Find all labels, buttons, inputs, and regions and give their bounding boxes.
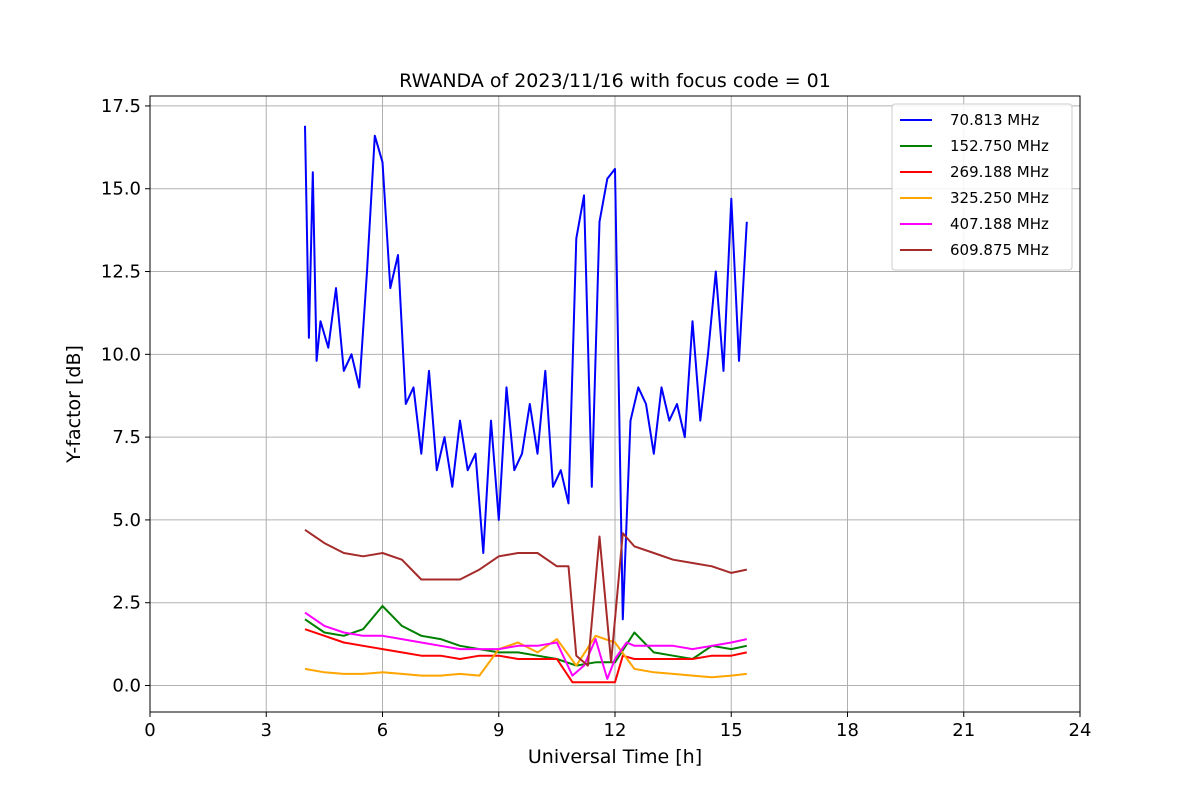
x-tick-label: 3 — [261, 720, 272, 741]
legend: 70.813 MHz 152.750 MHz 269.188 MHz 325.250 … — [891, 103, 1073, 271]
x-tick-label: 24 — [1069, 720, 1092, 741]
y-tick-label: 5.0 — [112, 510, 141, 531]
legend-entry: 152.750 MHz — [950, 137, 1049, 155]
legend-entry: 269.188 MHz — [950, 163, 1049, 181]
legend-entry: 609.875 MHz — [950, 241, 1049, 259]
series-line — [304, 125, 748, 621]
legend-entry: 325.250 MHz — [950, 189, 1049, 207]
x-tick-label: 12 — [604, 720, 627, 741]
x-tick-label: 0 — [144, 720, 155, 741]
x-tick-label: 18 — [836, 720, 859, 741]
legend-entry: 407.188 MHz — [950, 215, 1049, 233]
chart-title: RWANDA of 2023/11/16 with focus code = 0… — [399, 70, 831, 92]
y-axis-title: Y-factor [dB] — [63, 345, 85, 464]
y-tick-label: 10.0 — [101, 344, 141, 365]
y-tick-label: 12.5 — [101, 262, 141, 283]
series-layer — [304, 125, 748, 684]
y-tick-label: 15.0 — [101, 179, 141, 200]
y-tick-label: 7.5 — [112, 427, 141, 448]
x-axis-title: Universal Time [h] — [528, 746, 702, 768]
series-line — [304, 528, 748, 667]
x-tick-label: 6 — [377, 720, 388, 741]
x-tick-label: 9 — [493, 720, 504, 741]
series-line — [304, 605, 748, 667]
series-line — [304, 628, 748, 684]
legend-entry: 70.813 MHz — [950, 111, 1039, 129]
x-tick-label: 21 — [952, 720, 975, 741]
x-tick-label: 15 — [720, 720, 743, 741]
y-tick-label: 2.5 — [112, 593, 141, 614]
tick-layer: 0 3 6 9 12 15 18 21 24 0.0 2.5 5.0 7.5 10.0 12.5 15.0 17… — [101, 96, 1092, 741]
series-line — [304, 611, 748, 680]
y-tick-label: 0.0 — [112, 676, 141, 697]
legend-box — [891, 103, 1073, 271]
y-tick-label: 17.5 — [101, 96, 141, 117]
series-line — [304, 634, 747, 679]
